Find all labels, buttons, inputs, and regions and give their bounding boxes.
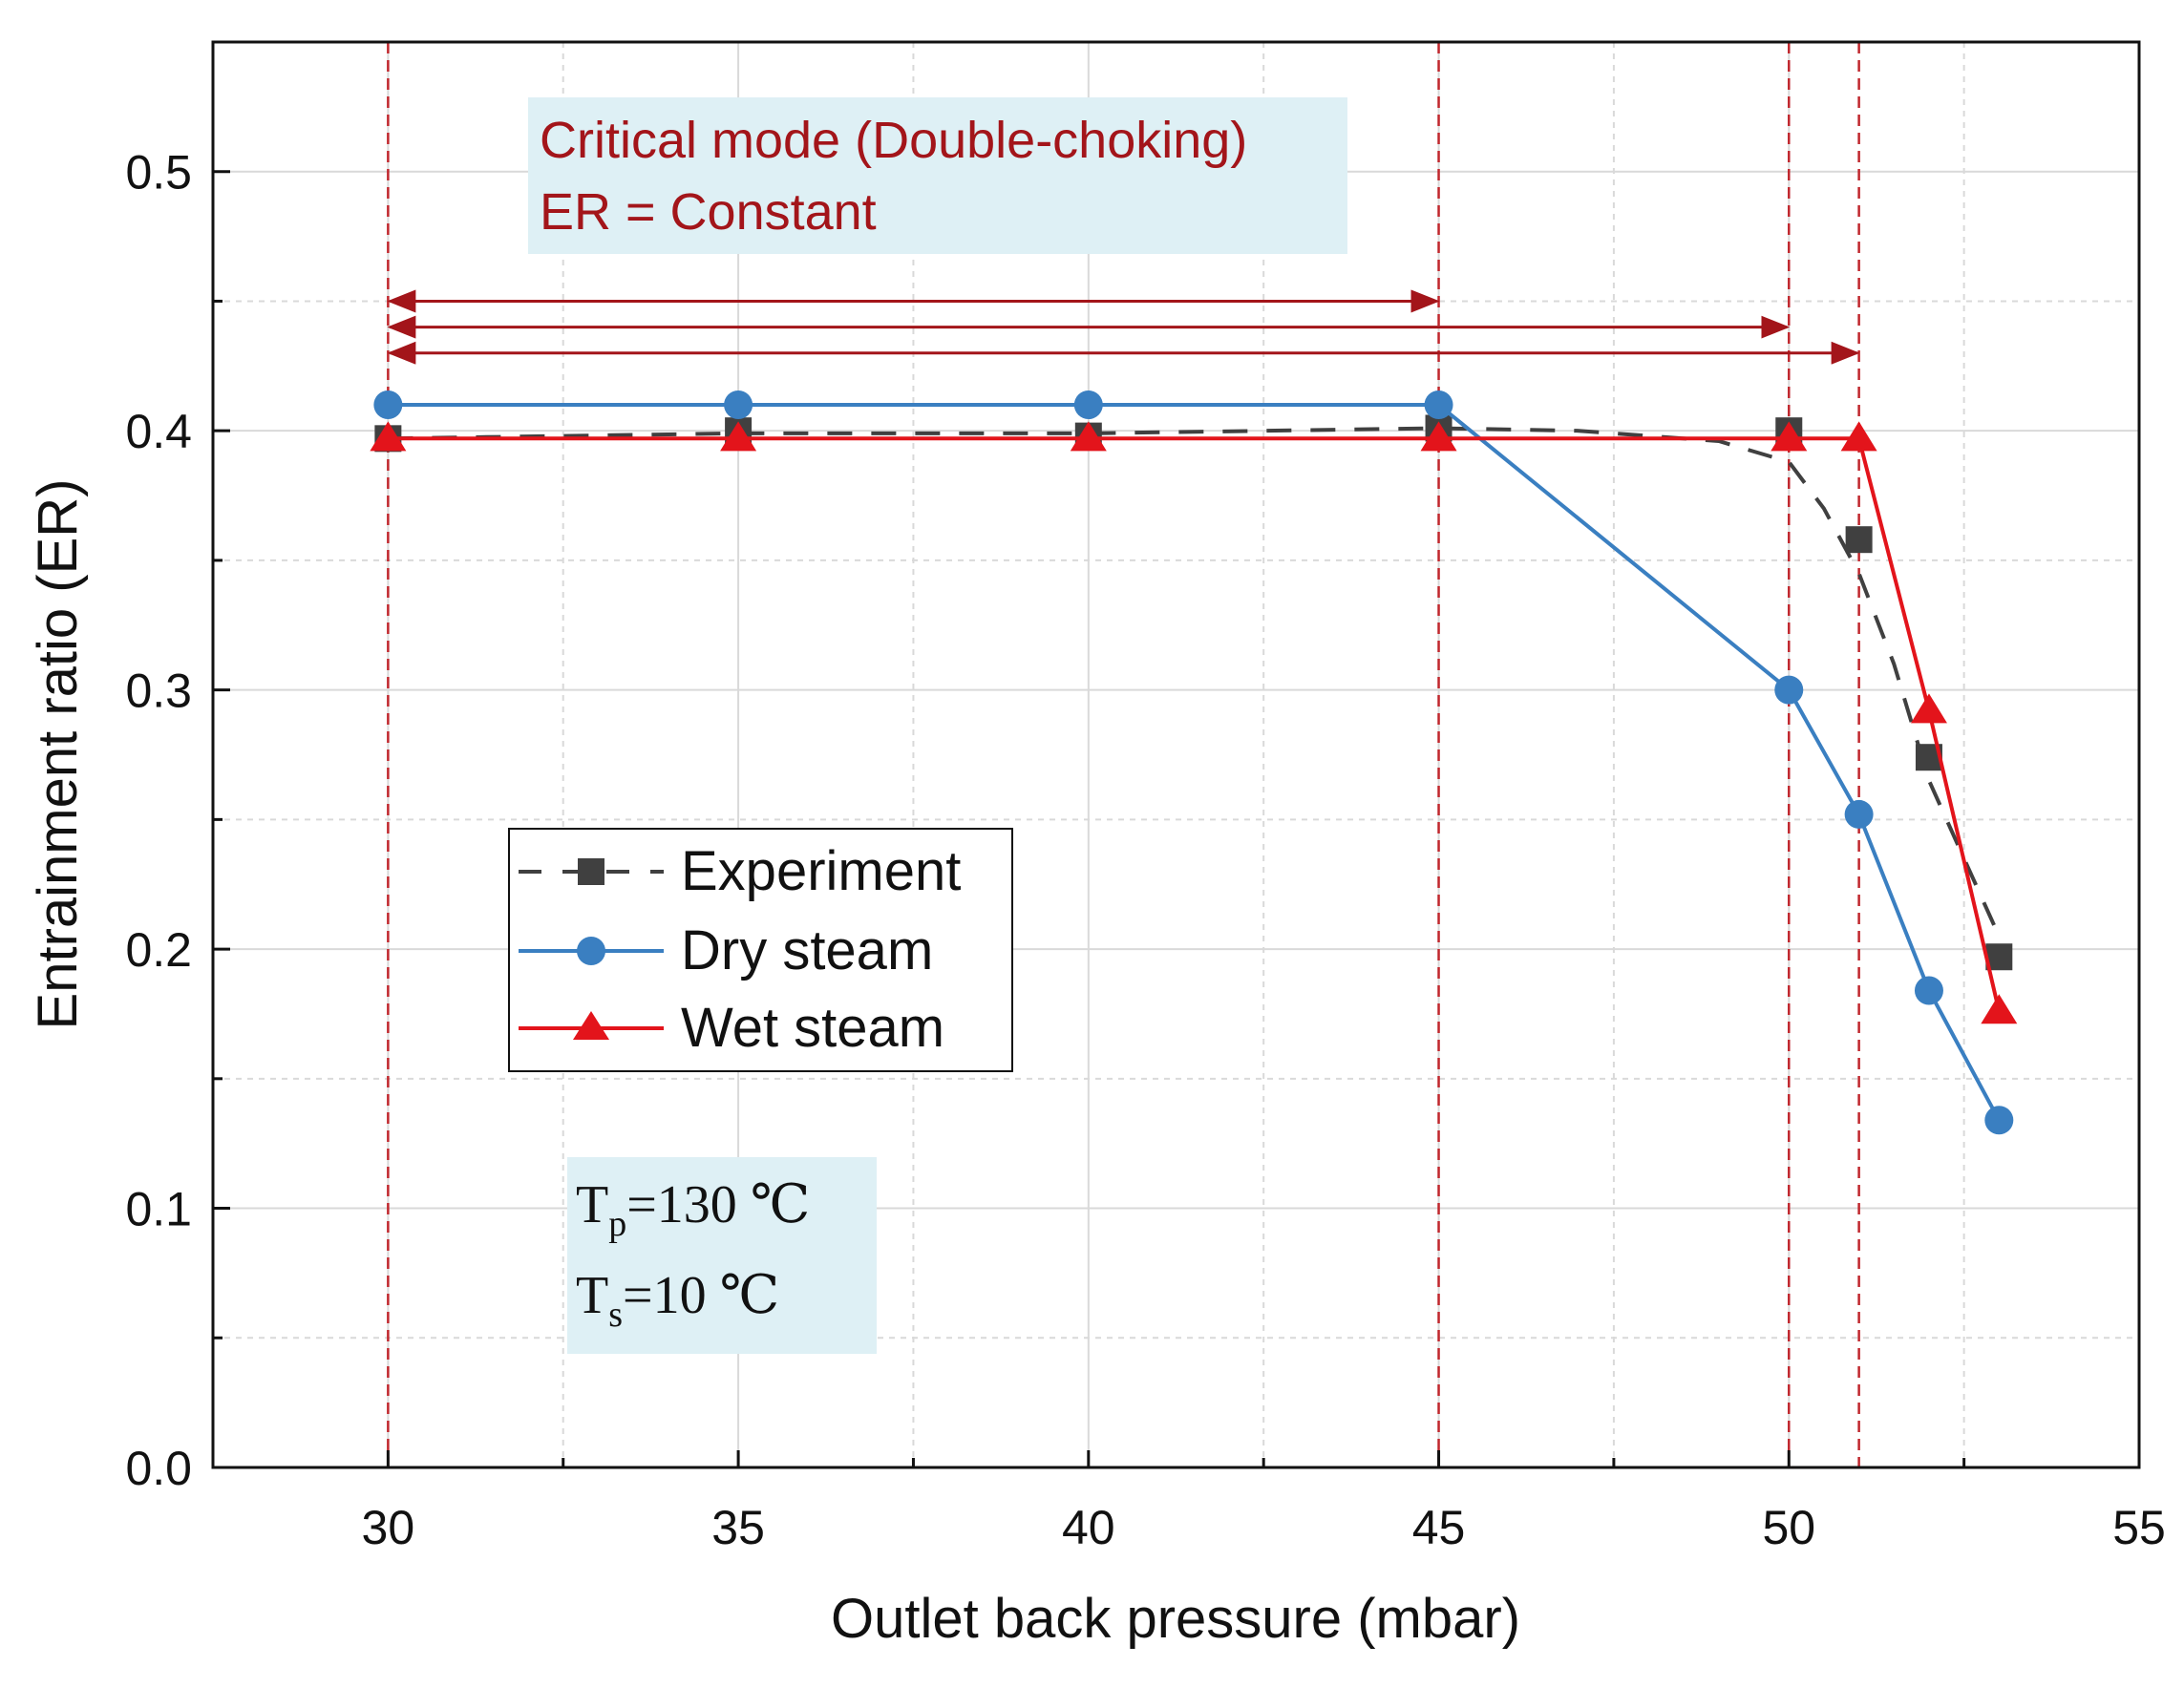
- primary-temperature-symbol: T: [576, 1175, 608, 1234]
- x-tick-label: 40: [1062, 1501, 1115, 1554]
- conditions-box: [567, 1157, 877, 1354]
- y-tick-label: 0.1: [125, 1183, 192, 1236]
- marker-experiment: [1845, 526, 1873, 554]
- y-tick-label: 0.2: [125, 923, 192, 977]
- series-line-wet-steam: [388, 436, 2002, 1012]
- er-constant-label: ER = Constant: [540, 183, 877, 241]
- marker-dry-steam: [1984, 1106, 2014, 1135]
- critical-mode-title: Critical mode (Double-choking): [540, 112, 1247, 169]
- x-tick-label: 35: [711, 1501, 765, 1554]
- legend-label-experiment: Experiment: [681, 840, 961, 902]
- x-tick-label: 50: [1762, 1501, 1815, 1554]
- secondary-temperature-value: =10 ℃: [623, 1266, 779, 1325]
- marker-wet-steam: [720, 421, 757, 452]
- legend-entry-experiment: Experiment: [519, 840, 961, 902]
- y-tick-label: 0.4: [125, 405, 192, 458]
- legend: Experiment Dry steam Wet steam: [508, 828, 1013, 1072]
- x-axis-title: Outlet back pressure (mbar): [831, 1588, 1520, 1650]
- legend-entry-wet-steam: Wet steam: [519, 997, 944, 1059]
- plot-frame: [211, 40, 2141, 1469]
- series-line-dry-steam: [388, 403, 2002, 1122]
- y-tick-label: 0.3: [125, 665, 192, 718]
- legend-marker-experiment: [578, 858, 604, 885]
- marker-wet-steam: [1840, 421, 1877, 452]
- legend-marker-wet-steam: [573, 1011, 609, 1040]
- marker-wet-steam: [1910, 693, 1947, 724]
- primary-temperature-label: Tp=130 ℃: [576, 1175, 810, 1244]
- marker-dry-steam: [1914, 976, 1943, 1005]
- secondary-temperature-symbol: T: [576, 1266, 608, 1325]
- y-axis-title: Entrainment ratio (ER): [27, 479, 89, 1030]
- critical-mode-box: [528, 97, 1347, 254]
- axis-ticks: 30 35 40 45 50 55 0.0 0.1 0.2 0.3 0.4 0.5: [125, 40, 2166, 1554]
- legend-label-dry-steam: Dry steam: [681, 919, 933, 981]
- marker-dry-steam: [373, 390, 403, 420]
- x-tick-label: 45: [1412, 1501, 1466, 1554]
- marker-dry-steam: [1774, 675, 1804, 705]
- marker-wet-steam: [370, 421, 407, 452]
- marker-wet-steam: [1070, 421, 1107, 452]
- primary-temperature-subscript: p: [608, 1204, 626, 1244]
- reference-lines: [387, 42, 1860, 1467]
- critical-mode-annotation: Critical mode (Double-choking) ER = Cons…: [528, 97, 1347, 254]
- legend-label-wet-steam: Wet steam: [681, 997, 944, 1059]
- y-tick-label: 0.0: [125, 1442, 192, 1495]
- marker-dry-steam: [1844, 799, 1874, 829]
- marker-wet-steam: [1981, 994, 2018, 1024]
- x-tick-label: 30: [362, 1501, 415, 1554]
- data-series: [370, 390, 2018, 1135]
- marker-wet-steam: [1771, 421, 1808, 452]
- y-tick-label: 0.5: [125, 146, 192, 200]
- marker-wet-steam: [1420, 421, 1457, 452]
- conditions-annotation: Tp=130 ℃ Ts=10 ℃: [567, 1157, 877, 1354]
- marker-dry-steam: [1424, 390, 1453, 420]
- range-arrows: [387, 289, 1860, 365]
- legend-entry-dry-steam: Dry steam: [519, 919, 933, 981]
- marker-dry-steam: [724, 390, 753, 420]
- secondary-temperature-subscript: s: [608, 1295, 623, 1335]
- primary-temperature-value: =130 ℃: [626, 1175, 810, 1234]
- grid-lines: [213, 42, 2139, 1467]
- legend-marker-dry-steam: [577, 937, 605, 965]
- secondary-temperature-label: Ts=10 ℃: [576, 1266, 779, 1335]
- x-tick-label: 55: [2112, 1501, 2166, 1554]
- marker-dry-steam: [1073, 390, 1103, 420]
